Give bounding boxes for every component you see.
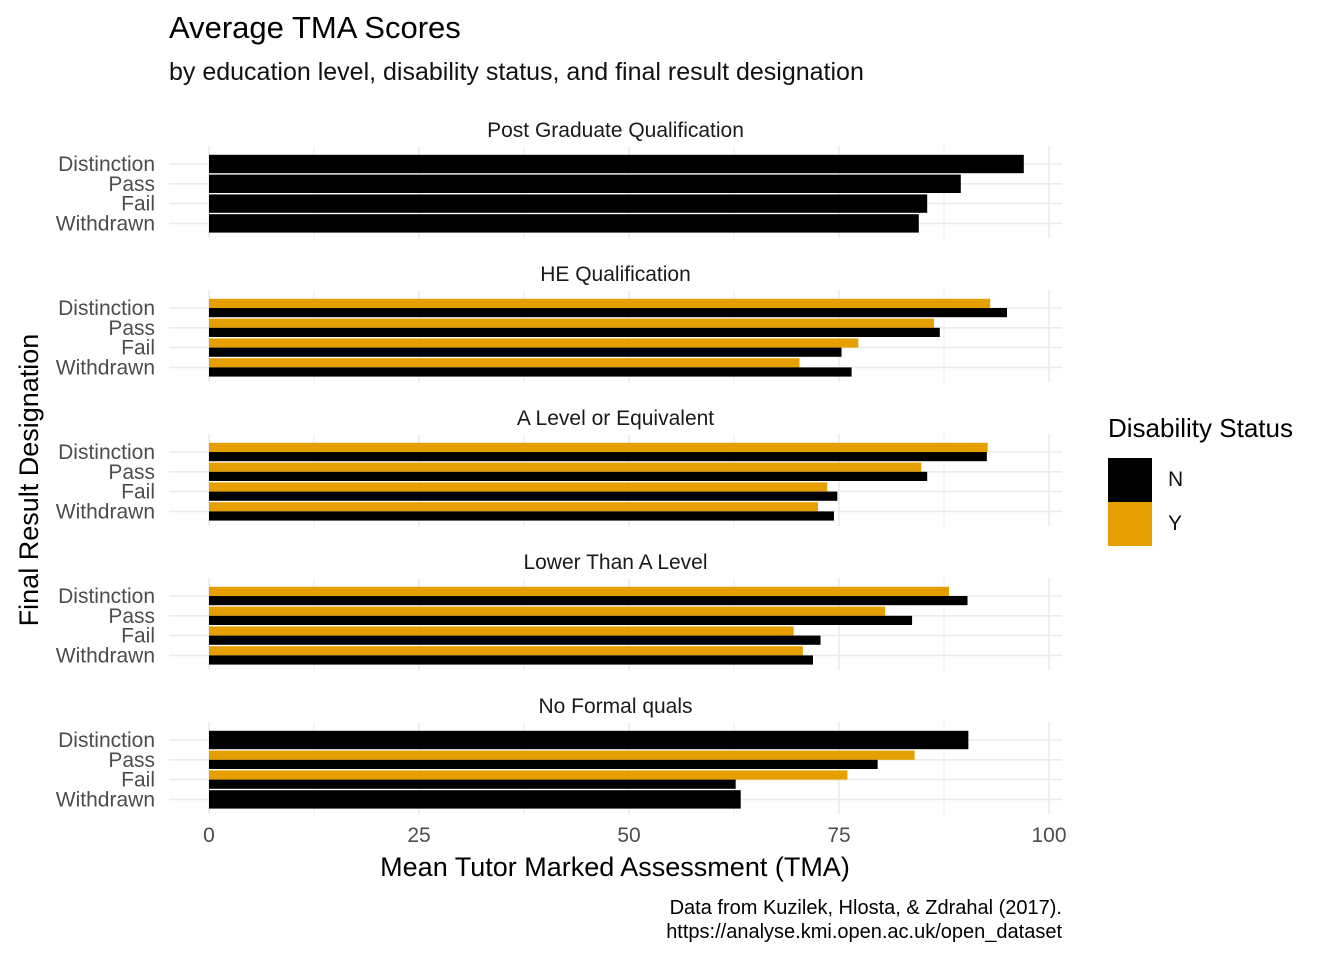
bar-he-qualification-distinction-y [209,298,991,308]
x-tick-label-75: 75 [827,824,850,847]
bar-a-level-or-equivalent-pass-n [209,471,928,481]
y-tick-label-he-qualification-fail: Fail [121,337,155,360]
y-tick-label-post-graduate-qualification-distinction: Distinction [58,153,155,176]
legend-item-y: Y [1108,502,1182,546]
legend-item-n: N [1108,458,1183,502]
x-tick-label-100: 100 [1031,824,1066,847]
bar-lower-than-a-level-withdrawn-y [209,646,803,656]
y-tick-label-a-level-or-equivalent-pass: Pass [108,461,155,484]
y-tick-label-he-qualification-pass: Pass [108,317,155,340]
bar-post-graduate-qualification-distinction-n [209,154,1024,174]
bar-lower-than-a-level-distinction-y [209,586,950,596]
facet-label-post-graduate-qualification: Post Graduate Qualification [487,119,744,142]
bar-he-qualification-distinction-n [209,308,1007,318]
y-tick-label-he-qualification-distinction: Distinction [58,297,155,320]
bar-a-level-or-equivalent-fail-y [209,482,828,492]
y-tick-label-post-graduate-qualification-withdrawn: Withdrawn [56,212,155,235]
bar-lower-than-a-level-fail-n [209,635,821,645]
bar-he-qualification-fail-n [209,347,842,357]
y-tick-label-no-formal-quals-withdrawn: Withdrawn [56,788,155,811]
bar-a-level-or-equivalent-withdrawn-n [209,511,834,521]
bar-lower-than-a-level-fail-y [209,626,794,636]
x-tick-label-25: 25 [407,824,430,847]
bar-post-graduate-qualification-withdrawn-n [209,214,919,233]
facet-label-he-qualification: HE Qualification [540,263,691,286]
y-tick-label-a-level-or-equivalent-withdrawn: Withdrawn [56,500,155,523]
bar-a-level-or-equivalent-withdrawn-y [209,502,818,512]
facet-label-lower-than-a-level: Lower Than A Level [523,551,707,574]
x-axis-title: Mean Tutor Marked Assessment (TMA) [380,852,850,882]
chart-caption: Data from Kuzilek, Hlosta, & Zdrahal (20… [666,896,1062,944]
bar-no-formal-quals-fail-n [209,779,736,789]
y-tick-label-he-qualification-withdrawn: Withdrawn [56,356,155,379]
y-tick-label-lower-than-a-level-fail: Fail [121,625,155,648]
bar-post-graduate-qualification-pass-n [209,174,961,193]
bar-no-formal-quals-distinction-n [209,730,969,750]
legend-label-y: Y [1168,512,1183,535]
bar-a-level-or-equivalent-distinction-y [209,442,988,452]
legend-key-n [1108,458,1152,502]
bar-lower-than-a-level-distinction-n [209,596,968,606]
chart-subtitle: by education level, disability status, a… [169,58,864,86]
x-tick-label-0: 0 [203,824,215,847]
bar-lower-than-a-level-withdrawn-n [209,655,813,665]
facet-label-no-formal-quals: No Formal quals [538,695,692,718]
bar-he-qualification-withdrawn-y [209,358,800,368]
y-tick-label-post-graduate-qualification-fail: Fail [121,193,155,216]
bar-lower-than-a-level-pass-n [209,615,913,625]
facet-label-a-level-or-equivalent: A Level or Equivalent [517,407,714,430]
y-tick-label-no-formal-quals-distinction: Distinction [58,729,155,752]
chart-title: Average TMA Scores [169,10,461,45]
y-axis-title: Final Result Designation [14,334,44,627]
bar-he-qualification-pass-n [209,327,940,337]
legend-title: Disability Status [1108,413,1293,443]
bar-no-formal-quals-pass-y [209,750,915,760]
y-tick-label-a-level-or-equivalent-fail: Fail [121,481,155,504]
y-tick-label-no-formal-quals-fail: Fail [121,769,155,792]
bar-a-level-or-equivalent-pass-y [209,462,922,472]
caption-line-1: Data from Kuzilek, Hlosta, & Zdrahal (20… [669,897,1062,919]
bar-no-formal-quals-fail-y [209,770,848,780]
x-tick-label-50: 50 [617,824,640,847]
bar-he-qualification-fail-y [209,338,859,348]
bar-no-formal-quals-withdrawn-n [209,790,741,809]
legend-label-n: N [1168,468,1184,491]
bar-lower-than-a-level-pass-y [209,606,886,616]
y-tick-label-no-formal-quals-pass: Pass [108,749,155,772]
y-tick-label-post-graduate-qualification-pass: Pass [108,173,155,196]
bar-post-graduate-qualification-fail-n [209,194,928,213]
y-tick-label-lower-than-a-level-pass: Pass [108,605,155,628]
bar-he-qualification-pass-y [209,318,934,328]
bar-a-level-or-equivalent-fail-n [209,491,838,501]
bar-no-formal-quals-pass-n [209,759,878,769]
y-tick-label-lower-than-a-level-distinction: Distinction [58,585,155,608]
y-tick-label-lower-than-a-level-withdrawn: Withdrawn [56,644,155,667]
y-tick-label-a-level-or-equivalent-distinction: Distinction [58,441,155,464]
legend-key-y [1108,502,1152,546]
bar-he-qualification-withdrawn-n [209,367,852,377]
bar-a-level-or-equivalent-distinction-n [209,452,987,462]
caption-line-2: https://analyse.kmi.open.ac.uk/open_data… [666,921,1062,943]
